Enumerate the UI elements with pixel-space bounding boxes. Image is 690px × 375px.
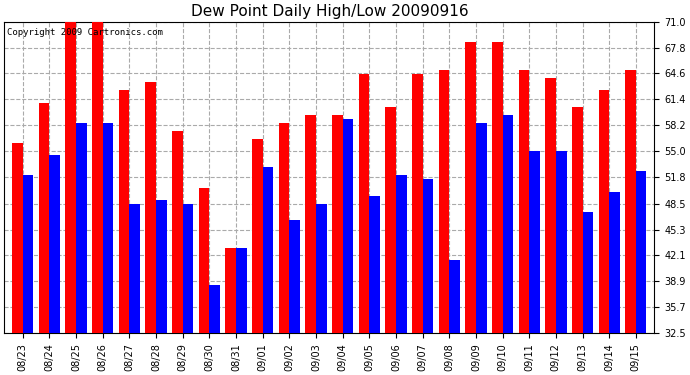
Bar (369, 196, 380, 333)
Bar (492, 42, 502, 333)
Bar (23, 176, 34, 333)
Bar (146, 82, 156, 333)
Bar (519, 70, 529, 333)
Bar (635, 171, 647, 333)
Bar (12, 143, 23, 333)
Bar (50, 155, 60, 333)
Bar (332, 115, 343, 333)
Bar (172, 131, 183, 333)
Bar (199, 188, 209, 333)
Bar (385, 106, 396, 333)
Bar (279, 123, 289, 333)
Bar (343, 119, 353, 333)
Bar (422, 180, 433, 333)
Bar (66, 22, 76, 333)
Text: Copyright 2009 Cartronics.com: Copyright 2009 Cartronics.com (8, 28, 164, 37)
Bar (226, 248, 236, 333)
Bar (396, 176, 406, 333)
Bar (449, 260, 460, 333)
Bar (625, 70, 635, 333)
Bar (252, 139, 263, 333)
Bar (306, 115, 316, 333)
Bar (130, 204, 140, 333)
Title: Dew Point Daily High/Low 20090916: Dew Point Daily High/Low 20090916 (190, 4, 468, 19)
Bar (572, 106, 582, 333)
Bar (502, 115, 513, 333)
Bar (39, 103, 50, 333)
Bar (209, 285, 220, 333)
Bar (119, 90, 130, 333)
Bar (609, 192, 620, 333)
Bar (439, 70, 449, 333)
Bar (76, 123, 87, 333)
Bar (359, 74, 369, 333)
Bar (476, 123, 486, 333)
Bar (92, 22, 103, 333)
Bar (412, 74, 422, 333)
Bar (263, 167, 273, 333)
Bar (316, 204, 326, 333)
Bar (598, 90, 609, 333)
Bar (103, 123, 113, 333)
Bar (156, 200, 167, 333)
Bar (183, 204, 193, 333)
Bar (465, 42, 476, 333)
Bar (289, 220, 300, 333)
Bar (529, 151, 540, 333)
Bar (582, 212, 593, 333)
Bar (236, 248, 247, 333)
Bar (545, 78, 556, 333)
Bar (556, 151, 566, 333)
